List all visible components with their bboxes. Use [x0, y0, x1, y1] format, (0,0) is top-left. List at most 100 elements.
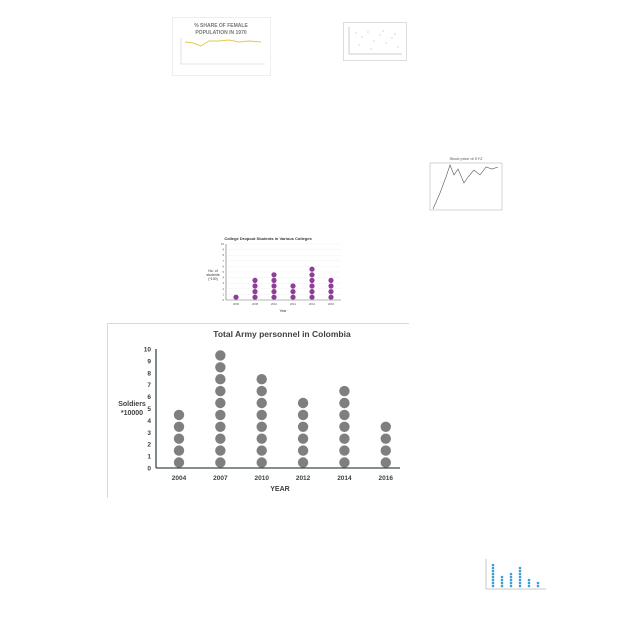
thumb-college-ytick: 9: [222, 248, 224, 252]
thumb-college-xtick: 2006: [233, 302, 240, 306]
thumb-college-dot: [309, 277, 315, 283]
thumb-stock-line: [432, 164, 499, 210]
y-tick-label: 5: [147, 406, 151, 413]
dot-marker: [173, 409, 185, 421]
thumb-college-dot: [252, 283, 258, 289]
dot-marker: [173, 433, 185, 444]
y-tick-label: 1: [147, 454, 151, 461]
dot-marker: [215, 457, 226, 468]
dot-marker: [256, 385, 267, 397]
x-tick-labels: 2004 2007 2010 2012 2014 2016: [172, 475, 394, 482]
thumb-college-dot: [328, 277, 334, 283]
thumb-college-dot: [309, 283, 315, 289]
thumb-college-title: College Dropout Students in Various Coll…: [224, 236, 312, 241]
dot-marker: [215, 421, 226, 432]
thumb-college-dot: [328, 294, 334, 300]
thumb-college-ytick: 7: [222, 259, 224, 263]
dot-marker: [380, 445, 391, 456]
dot-marker: [256, 421, 267, 432]
y-tick-label: 9: [147, 358, 151, 365]
dot-marker: [339, 457, 350, 468]
dot-marker: [297, 445, 309, 456]
thumb-blue-dots: [491, 563, 540, 588]
y-axis-label-line1: Soldiers: [118, 401, 146, 408]
thumb-blue-svg: [485, 559, 546, 590]
dot-column: [297, 397, 309, 468]
thumb-college-ytick: 0: [222, 298, 224, 302]
thumb-college-ylabel-2: students: [206, 273, 219, 277]
thumb-college-ylabel-3: (*100): [208, 277, 218, 281]
thumb-scatter-chart: [343, 22, 407, 61]
y-tick-label: 3: [147, 430, 151, 437]
dot-column: [215, 350, 226, 468]
dot-marker: [215, 374, 226, 385]
dot-marker: [256, 409, 267, 421]
dot-marker: [256, 374, 267, 385]
thumb-college-dropout-chart: College Dropout Students in Various Coll…: [203, 234, 343, 314]
thumb-college-ytick: 2: [222, 287, 224, 291]
dot-marker: [215, 433, 226, 444]
dot-column: [173, 409, 185, 468]
dot-marker: [173, 421, 185, 432]
dot-marker: [339, 433, 350, 444]
thumb-college-ytick: 5: [222, 270, 224, 274]
dot-marker: [215, 397, 226, 409]
dot-marker: [215, 445, 226, 456]
dot-marker: [380, 457, 391, 468]
thumb-college-dot: [252, 294, 258, 300]
thumb-college-xlabel: Year: [279, 309, 287, 313]
thumb-college-dot: [328, 283, 334, 289]
y-axis-label-line2: *10000: [121, 410, 143, 417]
dot-marker: [215, 385, 226, 397]
dot-marker: [173, 457, 185, 468]
thumb-college-dot: [271, 289, 277, 295]
thumb-stock-svg: Stock price of XYZ: [429, 156, 503, 211]
dot-marker: [256, 445, 267, 456]
thumb-female-title-1: % SHARE OF FEMALE: [194, 23, 248, 29]
thumb-college-dot: [271, 277, 277, 283]
dot-columns: [173, 350, 391, 468]
thumb-college-ytick: 3: [222, 281, 224, 285]
dot-marker: [339, 409, 350, 421]
thumb-college-ylabel-1: No. of: [208, 269, 217, 273]
thumb-college-xtick: 2012: [290, 302, 297, 306]
x-tick-label: 2004: [172, 475, 187, 482]
dot-column: [339, 385, 350, 468]
x-tick-label: 2007: [213, 475, 228, 482]
thumb-college-dot: [271, 272, 277, 278]
thumb-college-dot: [290, 289, 296, 295]
dot-marker: [256, 433, 267, 444]
thumb-female-share-svg: % SHARE OF FEMALE POPULATION IN 1970: [180, 23, 265, 65]
dot-marker: [256, 397, 267, 409]
thumb-college-ytick: 1: [222, 292, 224, 296]
dot-marker: [215, 350, 226, 361]
army-personnel-chart: Total Army personnel in Colombia Soldier…: [107, 323, 409, 498]
dot-marker: [297, 457, 309, 468]
thumb-college-dot: [309, 272, 315, 278]
y-tick-label: 8: [147, 370, 151, 377]
y-tick-label: 10: [144, 347, 152, 354]
dot-marker: [380, 433, 391, 444]
thumb-female-share-chart: % SHARE OF FEMALE POPULATION IN 1970: [172, 17, 271, 76]
dot-column: [256, 374, 267, 468]
thumb-college-xtick: 2008: [252, 302, 259, 306]
y-tick-label: 6: [147, 394, 151, 401]
thumb-female-line: [184, 39, 262, 47]
x-tick-label: 2014: [337, 475, 352, 482]
thumb-college-dot: [309, 289, 315, 295]
y-tick-labels: 0 1 2 3 4 5 6 7 8 9 10: [144, 347, 152, 473]
thumb-college-ytick: 6: [222, 264, 224, 268]
dot-marker: [215, 362, 226, 373]
dot-marker: [339, 445, 350, 456]
y-tick-label: 7: [147, 382, 151, 389]
chart-title: Total Army personnel in Colombia: [213, 329, 351, 339]
thumb-college-xtick: 2014: [309, 302, 316, 306]
thumb-college-dot: [328, 289, 334, 295]
thumb-college-dot: [290, 283, 296, 289]
dot-marker: [339, 385, 350, 397]
x-tick-label: 2010: [254, 475, 269, 482]
thumb-college-svg: College Dropout Students in Various Coll…: [206, 236, 341, 313]
x-axis-label: YEAR: [270, 486, 289, 493]
thumb-stock-title: Stock price of XYZ: [449, 156, 483, 161]
thumb-college-dot: [271, 294, 277, 300]
